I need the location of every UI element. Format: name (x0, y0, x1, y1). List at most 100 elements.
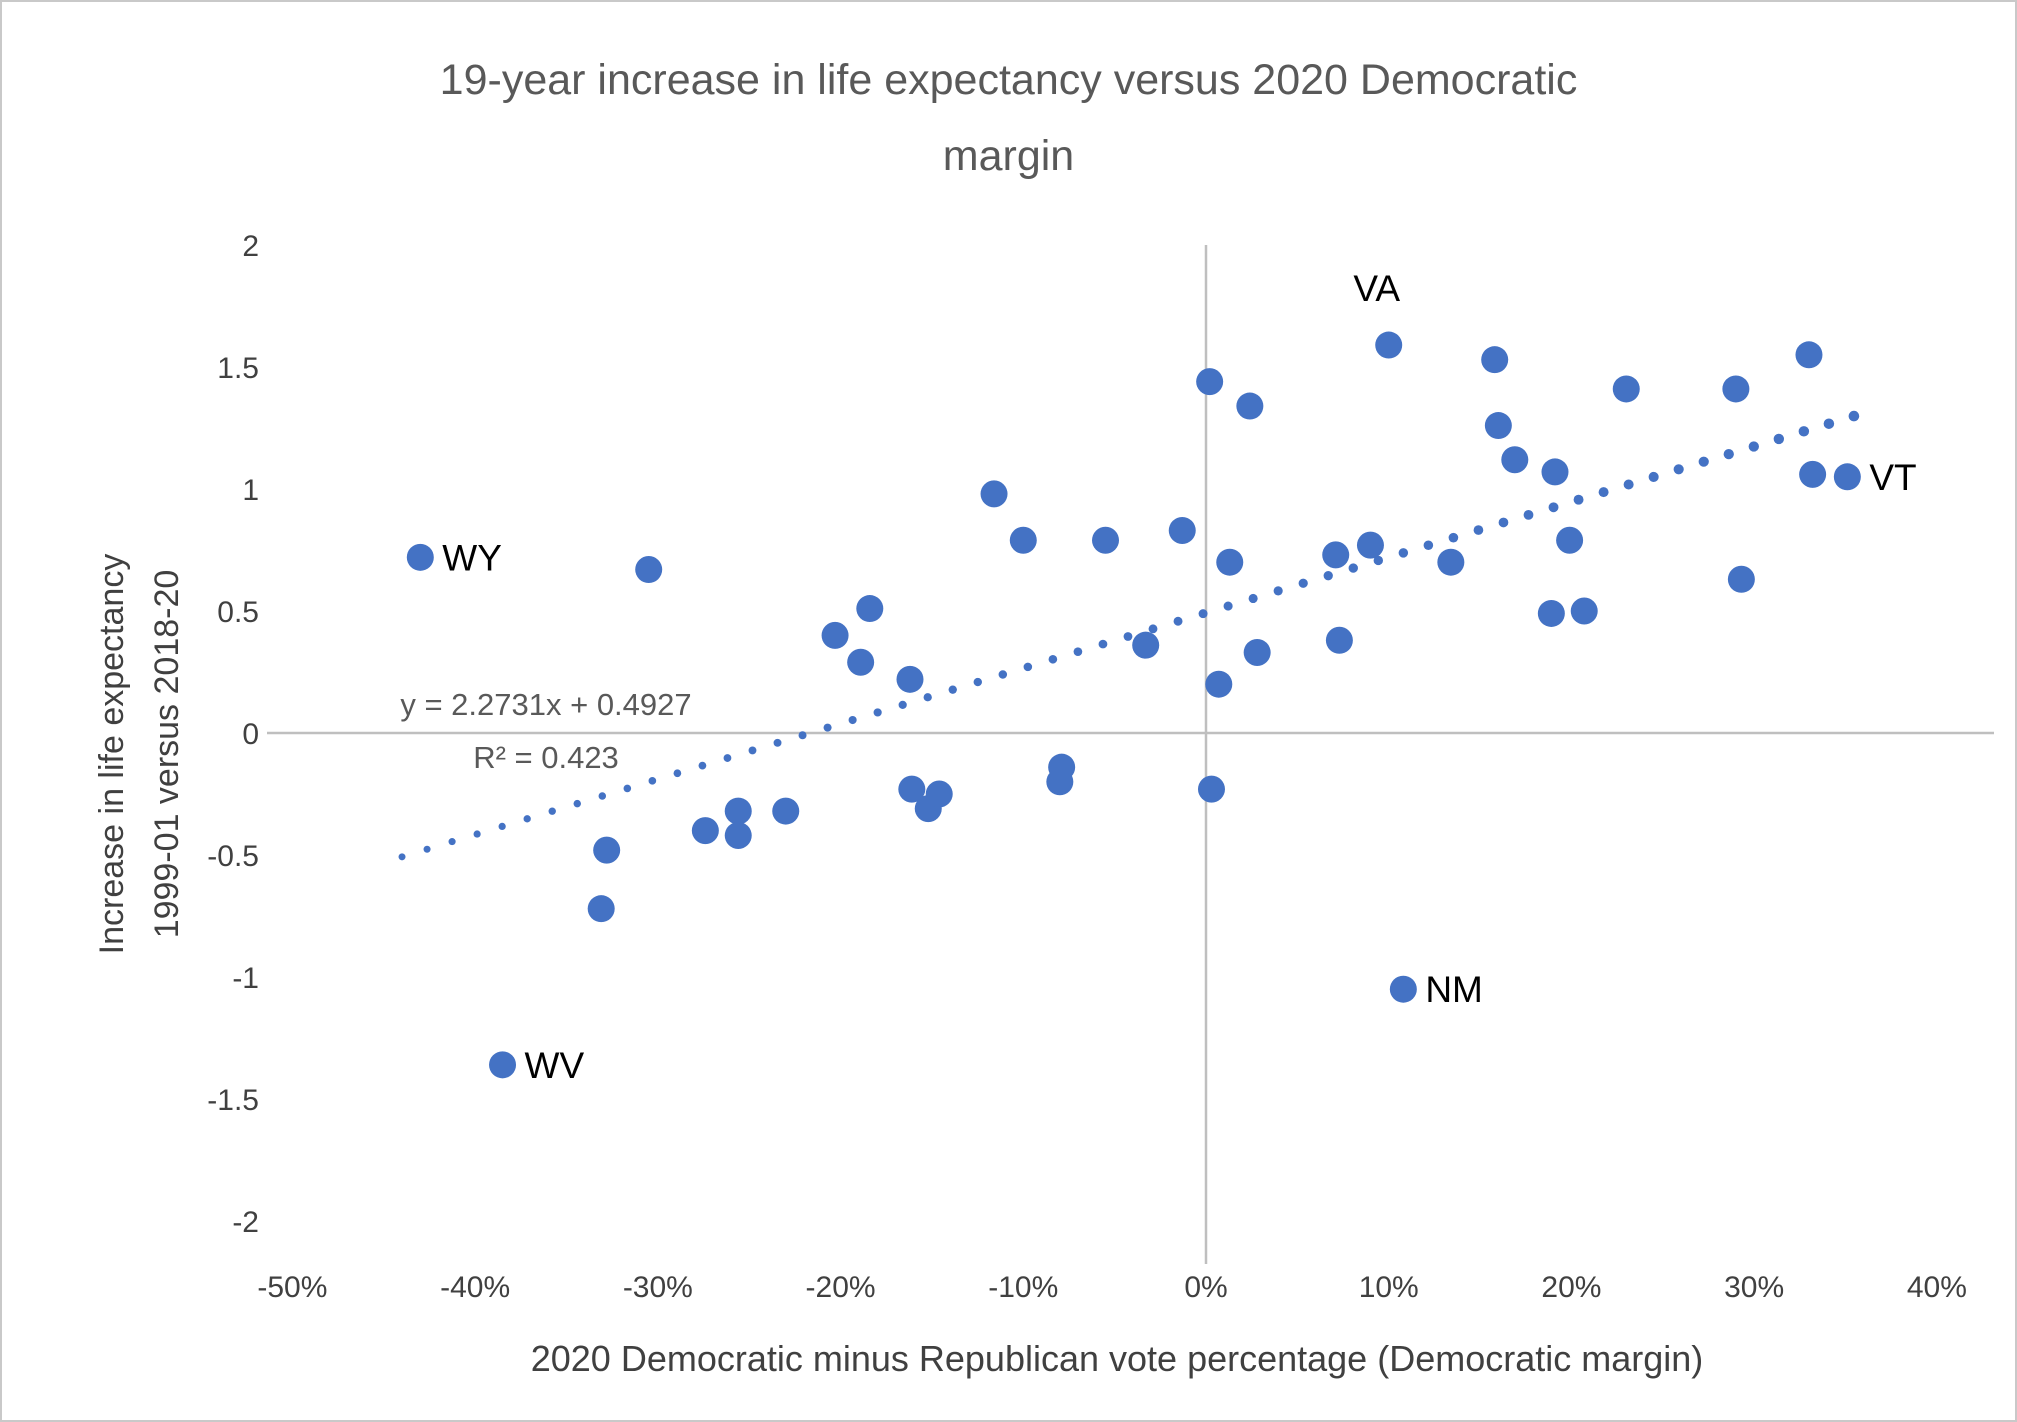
trendline-dot (698, 761, 707, 770)
data-point (1556, 526, 1584, 554)
data-point-va (1375, 331, 1403, 359)
trendline-dot (1748, 441, 1759, 452)
data-point (1048, 753, 1076, 781)
y-tick-label: -0.5 (207, 840, 259, 873)
data-point (1541, 458, 1569, 486)
y-tick-label: 1 (242, 474, 259, 507)
x-tick-label: 0% (1184, 1271, 1227, 1304)
data-point (1243, 638, 1271, 666)
trendline-dot (598, 792, 607, 800)
trendline-dot (423, 845, 431, 853)
data-point (1570, 597, 1598, 625)
trendline-dot (998, 670, 1008, 679)
data-point (1481, 346, 1509, 374)
trendline-dot (1698, 456, 1709, 467)
trendline-dot (898, 700, 907, 709)
x-tick-label: 10% (1359, 1271, 1419, 1304)
trendline-dot (1348, 563, 1358, 573)
trendline-dot (1498, 517, 1509, 528)
data-point (1722, 375, 1750, 403)
trendline-dot (1848, 410, 1860, 422)
point-label-vt: VT (1869, 457, 1916, 498)
trendline-dot (498, 822, 506, 831)
data-point (1168, 516, 1196, 544)
point-label-va: VA (1353, 268, 1400, 309)
trendline-dot (1373, 555, 1384, 566)
y-tick-label: 2 (242, 230, 259, 263)
data-point (1795, 341, 1823, 369)
data-point-wv (489, 1051, 517, 1079)
trendline-dot (673, 769, 682, 778)
trendline-dot (648, 777, 657, 785)
trendline-dot (973, 677, 982, 687)
trendline-dot (1623, 479, 1634, 490)
trendline-dot (1773, 433, 1785, 445)
data-point (691, 817, 719, 845)
trendline-dot (1473, 525, 1484, 535)
trendline-dot (948, 685, 957, 694)
trendline-dot (523, 815, 531, 823)
trendline-dot (923, 693, 932, 702)
data-point (1197, 775, 1225, 803)
y-axis-title-line2: 1999-01 versus 2018-20 (148, 569, 186, 939)
data-point (1437, 548, 1465, 576)
trendline-dot (748, 746, 757, 755)
trendline-dot (1823, 418, 1835, 429)
trendline-dot (1123, 632, 1133, 641)
data-point (847, 648, 875, 676)
point-label-wv: WV (525, 1045, 585, 1086)
y-tick-label: 0.5 (217, 596, 259, 629)
data-point (1727, 565, 1755, 593)
trendline-dot (723, 754, 732, 762)
data-point (1009, 526, 1037, 554)
trendline-dot (1798, 426, 1810, 437)
data-point (724, 821, 752, 849)
trendline-dot (1073, 647, 1083, 656)
trendline-dot (1673, 464, 1684, 475)
chart-title: 19-year increase in life expectancy vers… (2, 42, 2015, 194)
data-point (821, 621, 849, 649)
trendline (398, 410, 1860, 861)
y-tick-label: -1.5 (207, 1084, 259, 1117)
trendline-dot (1298, 578, 1308, 588)
y-tick-label: -1 (232, 962, 259, 995)
data-point (1612, 375, 1640, 403)
data-point (1356, 531, 1384, 559)
trendline-dot (1273, 586, 1283, 596)
data-point (898, 775, 926, 803)
trendline-dot (1323, 571, 1333, 581)
chart-title-line1: 19-year increase in life expectancy vers… (439, 56, 1578, 104)
y-axis-title: Increase in life expectancy 1999-01 vers… (85, 554, 195, 955)
data-point (1537, 599, 1565, 627)
data-point (1236, 392, 1264, 420)
data-point (1501, 446, 1529, 474)
trendline-dot (1723, 448, 1734, 460)
trendline-dot (1598, 487, 1609, 498)
trendline-dot (1098, 639, 1108, 649)
x-tick-label: 20% (1541, 1271, 1601, 1304)
data-point (856, 595, 884, 623)
trendline-dot (1648, 471, 1659, 482)
trendline-dot (1248, 593, 1258, 604)
x-tick-label: 40% (1907, 1271, 1967, 1304)
trendline-dot (573, 799, 581, 808)
data-point (587, 895, 615, 923)
data-point-vt (1833, 463, 1861, 491)
trendline-dot (623, 784, 632, 793)
x-axis-title: 2020 Democratic minus Republican vote pe… (530, 1338, 1704, 1379)
x-tick-label: 30% (1724, 1271, 1784, 1304)
trendline-dot (1398, 548, 1409, 558)
y-axis-title-line1: Increase in life expectancy (93, 553, 131, 955)
data-point (635, 556, 663, 584)
trendline-dot (1448, 532, 1459, 543)
data-point (1799, 460, 1827, 488)
trendline-dot (798, 731, 807, 740)
trendline-dot (398, 853, 406, 861)
r-squared-text: R² = 0.423 (473, 740, 619, 775)
y-tick-label: 0 (242, 718, 259, 751)
x-tick-label: -50% (257, 1271, 327, 1304)
data-point (925, 780, 953, 808)
data-point (724, 797, 752, 825)
